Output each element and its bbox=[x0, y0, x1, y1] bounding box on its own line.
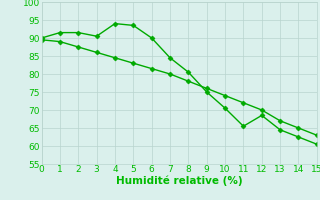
X-axis label: Humidité relative (%): Humidité relative (%) bbox=[116, 176, 243, 186]
